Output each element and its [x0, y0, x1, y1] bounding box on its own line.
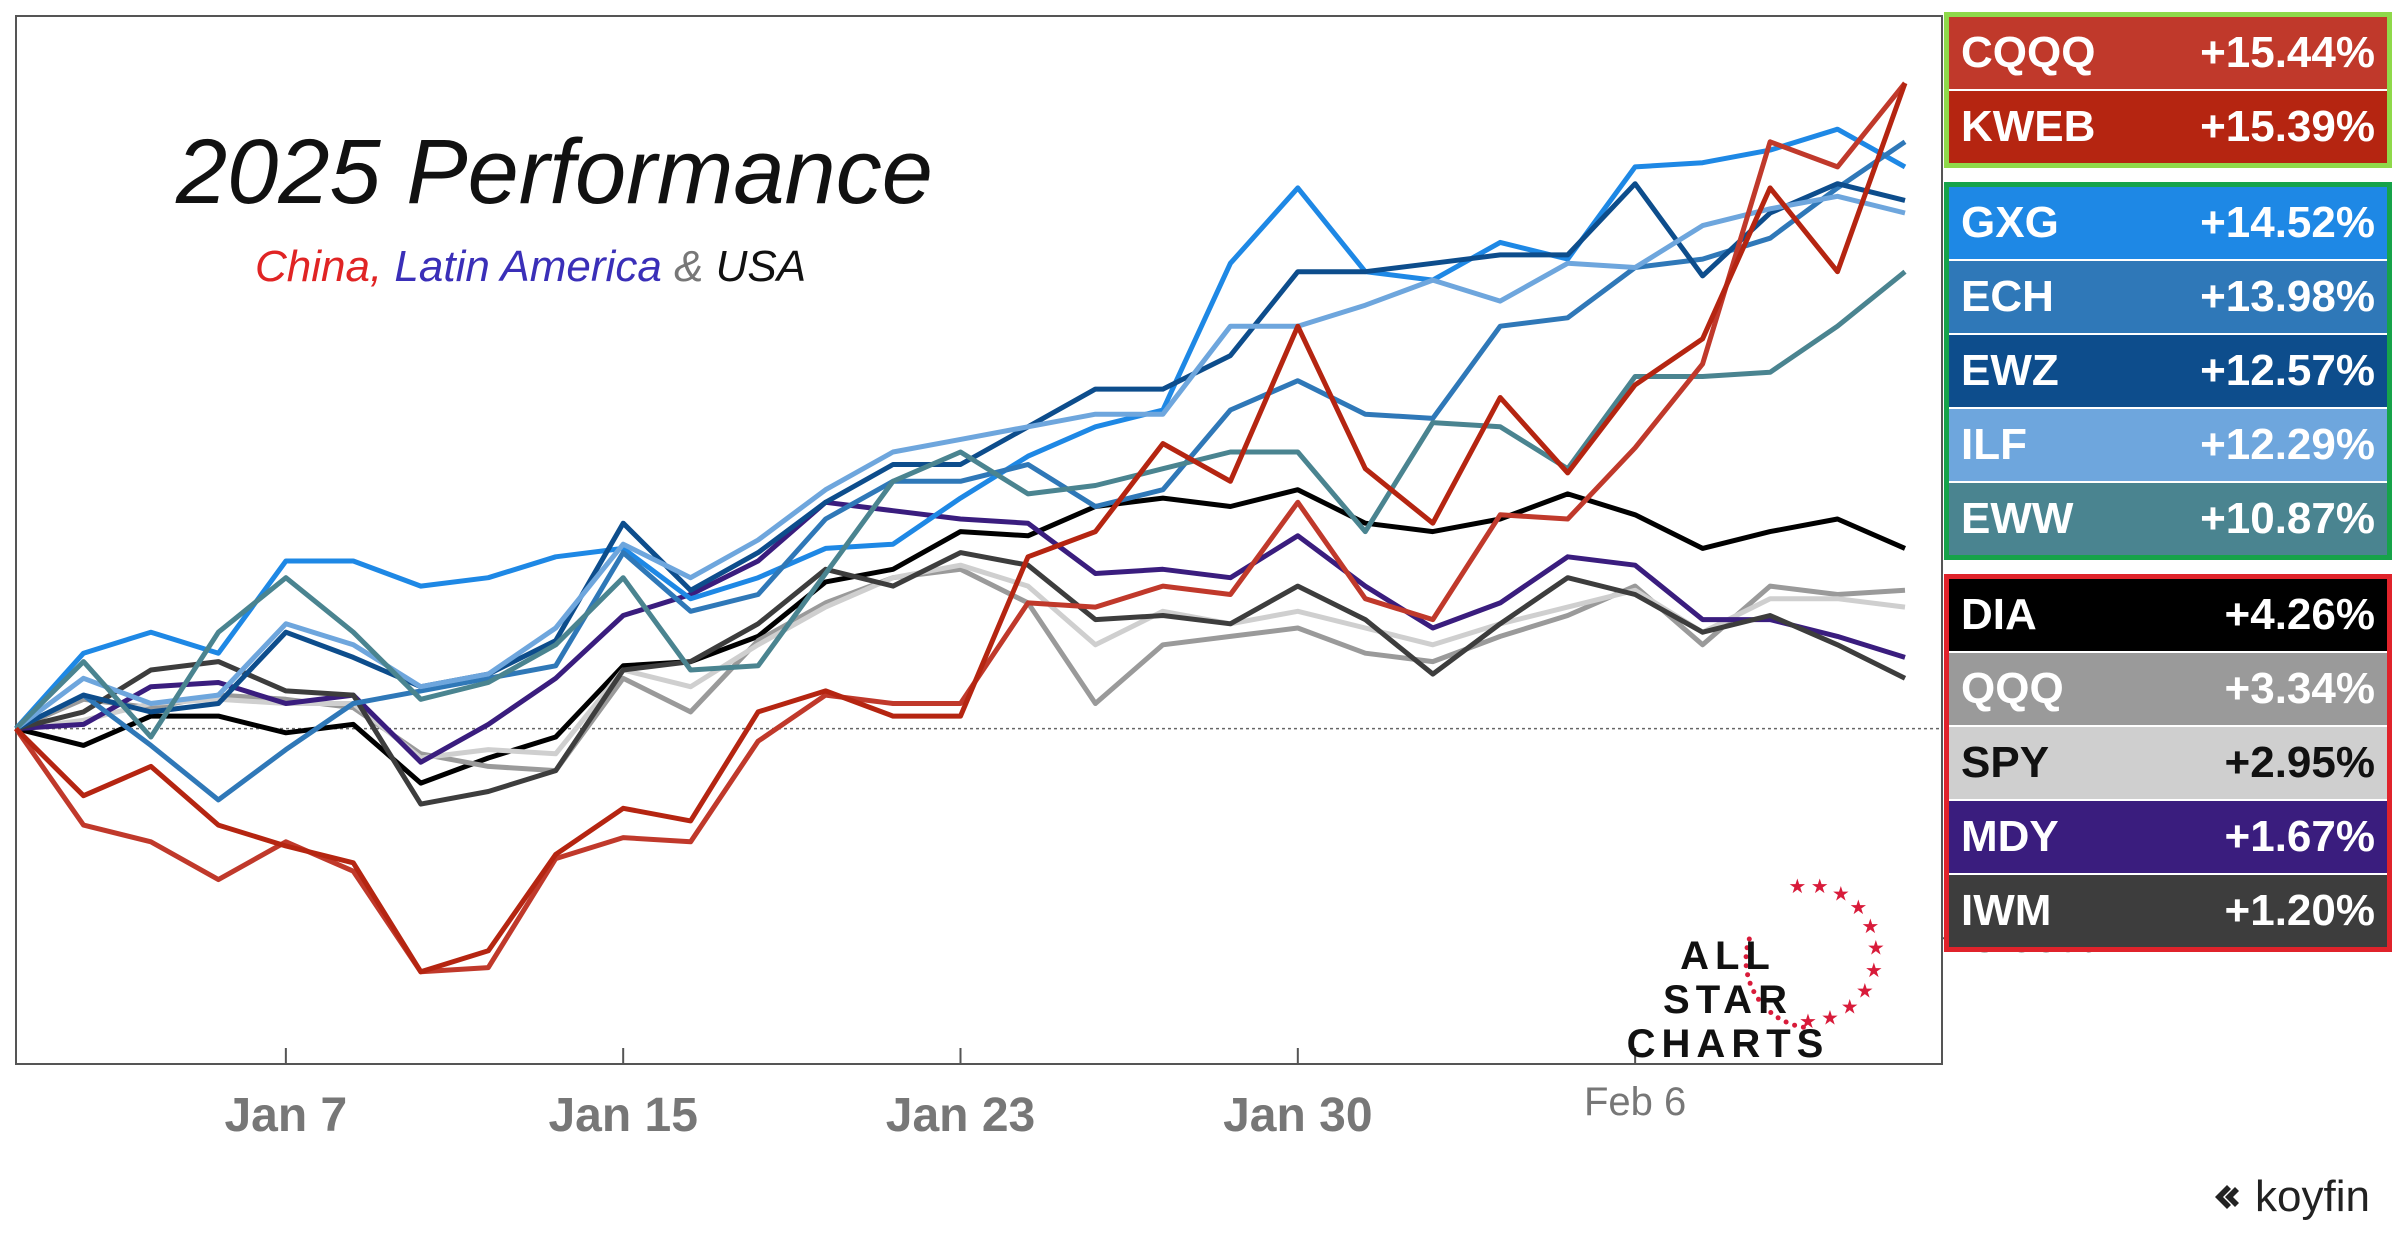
x-tick-label: Jan 15 — [548, 1089, 698, 1142]
series-line-dia — [15, 487, 1906, 786]
subtitle-latam: Latin America — [394, 242, 662, 291]
logo-dot — [1768, 1010, 1774, 1015]
series-line-iwm — [15, 550, 1907, 807]
legend-value: +1.20% — [2224, 886, 2375, 935]
logo-star-icon: ★ — [1841, 995, 1859, 1019]
logo-star-icon: ★ — [1865, 958, 1883, 982]
logo-dot — [1743, 963, 1749, 969]
legend-ticker: CQQQ — [1961, 28, 2096, 77]
series-line-ewz — [14, 181, 1906, 731]
logo-dot — [1756, 996, 1761, 1002]
legend-value: +12.29% — [2200, 420, 2375, 469]
legend-value: +1.67% — [2224, 812, 2375, 861]
x-tick-label: Jan 7 — [224, 1089, 348, 1142]
logo-dot — [1792, 1022, 1798, 1028]
legend-entry-dia: DIA +4.26% — [1949, 579, 2387, 651]
legend-entry-ewz: EWZ +12.57% — [1949, 335, 2387, 407]
koyfin-text: koyfin — [2255, 1172, 2370, 1221]
legend-value: +4.26% — [2224, 590, 2375, 639]
legend-value: +14.52% — [2200, 198, 2375, 247]
legend-entry-mdy: MDY +1.67% — [1949, 801, 2387, 873]
legend-ticker: DIA — [1961, 590, 2037, 639]
legend-value: +15.44% — [2200, 28, 2375, 77]
legend-group: DIA +4.26% QQQ +3.34% SPY +2.95% MDY +1.67% IWM +… — [1944, 574, 2392, 952]
logo-dot — [1751, 989, 1757, 995]
legend-ticker: EWZ — [1961, 346, 2059, 395]
legend-value: +10.87% — [2200, 494, 2375, 543]
logo-dot — [1800, 1024, 1806, 1030]
legend-entry-ech: ECH +13.98% — [1949, 261, 2387, 333]
koyfin-brand: koyfin — [2211, 1172, 2370, 1222]
legend-ticker: SPY — [1961, 738, 2050, 787]
koyfin-logo-icon — [2215, 1185, 2240, 1209]
logo-dot — [1744, 945, 1750, 951]
logo-dot — [1775, 1015, 1781, 1021]
chart-title: 2025 Performance — [176, 121, 933, 223]
legend-value: +2.95% — [2224, 738, 2375, 787]
legend-value: +12.57% — [2200, 346, 2375, 395]
legend-entry-qqq: QQQ +3.34% — [1949, 653, 2387, 725]
series-line-eww — [14, 269, 1907, 740]
logo-star-icon: ★ — [1856, 978, 1874, 1002]
logo-star-icon: ★ — [1832, 881, 1850, 905]
legend-entry-iwm: IWM +1.20% — [1949, 875, 2387, 947]
series-line-ilf — [14, 193, 1906, 731]
logo-dot — [1747, 980, 1753, 986]
logo-line2: CHARTS — [1626, 1022, 1830, 1066]
subtitle-amp: & — [674, 242, 704, 291]
series-line-ech — [14, 139, 1907, 803]
series-line-spy — [15, 562, 1906, 761]
logo-star-icon: ★ — [1867, 936, 1885, 960]
x-tick-label: Jan 30 — [1223, 1089, 1373, 1142]
legend-value: +3.34% — [2224, 664, 2375, 713]
logo-star-icon: ★ — [1821, 1005, 1839, 1029]
legend-ticker: QQQ — [1961, 664, 2064, 713]
logo-dot — [1783, 1019, 1789, 1025]
x-tick-label: Feb 6 — [1583, 1080, 1687, 1124]
legend-value: +15.39% — [2200, 102, 2375, 151]
all-star-charts-logo: ALL STAR CHARTS — [1600, 880, 1900, 1066]
series-line-kweb — [14, 82, 1908, 975]
legend-ticker: GXG — [1961, 198, 2059, 247]
plot-frame — [15, 15, 1943, 1065]
logo-star-icon: ★ — [1788, 874, 1806, 898]
logo-dot — [1746, 936, 1752, 942]
legend-ticker: MDY — [1961, 812, 2059, 861]
legend-entry-kweb: KWEB +15.39% — [1949, 91, 2387, 163]
logo-line1: ALL STAR — [1663, 934, 1793, 1022]
logo-star-icon: ★ — [1811, 874, 1829, 898]
legend-ticker: KWEB — [1961, 102, 2096, 151]
legend-entry-spy: SPY +2.95% — [1949, 727, 2387, 799]
logo-dot — [1745, 972, 1751, 978]
series-line-cqqq — [13, 81, 1907, 975]
logo-dot — [1743, 954, 1749, 960]
legend-entry-gxg: GXG +14.52% — [1949, 187, 2387, 259]
legend-group: GXG +14.52% ECH +13.98% EWZ +12.57% ILF +12.29%… — [1944, 182, 2392, 560]
legend-group: CQQQ +15.44% KWEB +15.39% — [1944, 12, 2392, 168]
series-line-mdy — [15, 499, 1906, 765]
legend-ticker: EWW — [1961, 494, 2074, 543]
legend-ticker: ILF — [1961, 420, 2027, 469]
legend-value: +13.98% — [2200, 272, 2375, 321]
legend-ticker: IWM — [1961, 886, 2052, 935]
logo-star-icon: ★ — [1861, 914, 1879, 938]
subtitle-china: China, — [255, 242, 383, 291]
legend-entry-cqqq: CQQQ +15.44% — [1949, 17, 2387, 89]
subtitle-usa: USA — [715, 242, 807, 291]
legend-entry-eww: EWW +10.87% — [1949, 483, 2387, 555]
legend-ticker: ECH — [1961, 272, 2054, 321]
legend-entry-ilf: ILF +12.29% — [1949, 409, 2387, 481]
logo-dot — [1761, 1003, 1767, 1009]
x-tick-label: Jan 23 — [885, 1089, 1036, 1142]
chart-subtitle: China, Latin America & USA — [255, 242, 806, 292]
logo-star-icon: ★ — [1849, 895, 1867, 919]
